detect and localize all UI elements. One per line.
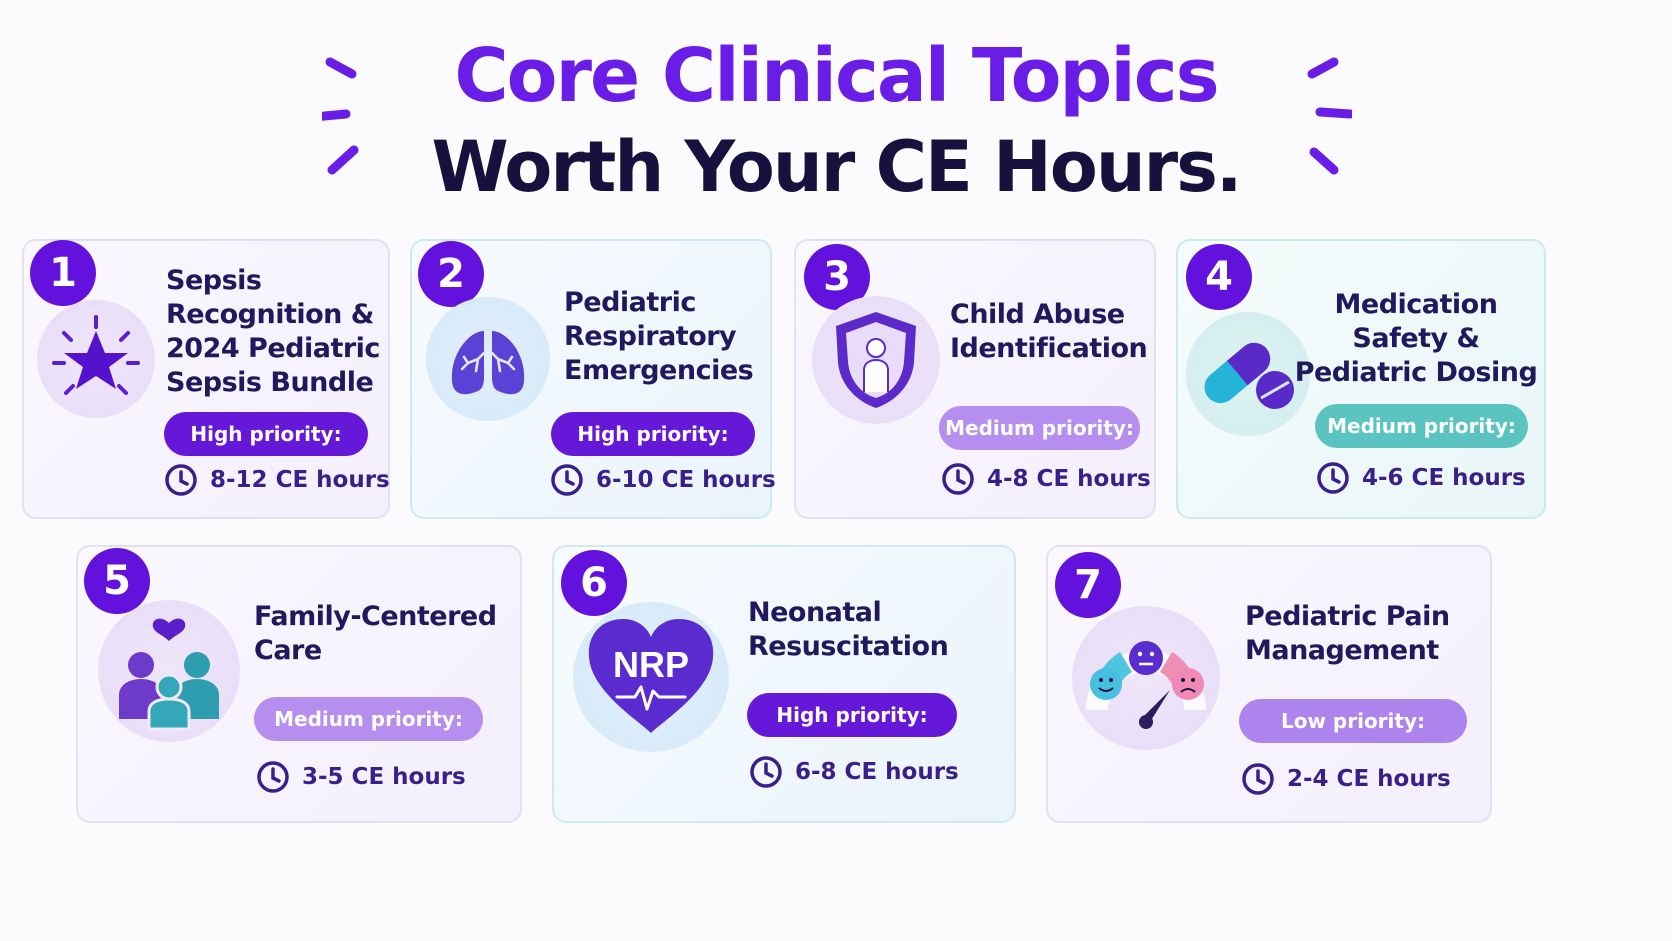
ce-hours: 8-12 CE hours xyxy=(164,463,390,497)
page-subtitle: Worth Your CE Hours. xyxy=(431,126,1243,208)
clock-icon xyxy=(1242,763,1274,795)
priority-badge: High priority: xyxy=(164,412,368,456)
topic-title: Pediatric Respiratory Emergencies xyxy=(564,287,754,386)
topic-number-badge: 5 xyxy=(84,548,150,614)
priority-badge: Low priority: xyxy=(1239,699,1467,743)
topic-title: Family-Centered Care xyxy=(254,601,497,666)
topic-number-badge: 4 xyxy=(1186,244,1252,310)
topic-number-badge: 1 xyxy=(30,240,96,306)
topic-title: Sepsis Recognition & 2024 Pediatric Seps… xyxy=(166,265,380,398)
topic-number-badge: 7 xyxy=(1055,552,1121,618)
topic-title: Neonatal Resuscitation xyxy=(748,597,949,662)
page-title: Core Clinical Topics xyxy=(454,33,1219,119)
ce-hours: 2-4 CE hours xyxy=(1241,762,1451,796)
ce-hours: 3-5 CE hours xyxy=(256,760,466,794)
priority-badge: Medium priority: xyxy=(939,406,1140,450)
header: Core Clinical Topics Worth Your CE Hours… xyxy=(0,28,1672,210)
topic-title: Pediatric Pain Management xyxy=(1245,601,1450,666)
topic-number-badge: 3 xyxy=(804,244,870,310)
clock-icon xyxy=(942,463,974,495)
heart-nrp-icon: NRP xyxy=(573,602,729,752)
priority-badge: Medium priority: xyxy=(1315,404,1528,448)
pill-capsule-icon xyxy=(1186,312,1310,436)
clock-icon xyxy=(257,761,289,793)
clock-icon xyxy=(1317,462,1349,494)
topic-title: Medication Safety & Pediatric Dosing xyxy=(1294,289,1538,388)
clock-icon xyxy=(551,464,583,496)
ce-hours: 6-8 CE hours xyxy=(749,755,959,789)
lungs-icon xyxy=(426,297,550,421)
clock-icon xyxy=(165,464,197,496)
pain-scale-gauge-icon xyxy=(1072,606,1220,750)
burst-left-icon xyxy=(322,57,359,175)
ce-hours: 4-8 CE hours xyxy=(941,462,1151,496)
topic-number-badge: 2 xyxy=(418,241,484,307)
shield-child-icon xyxy=(812,296,940,424)
svg-text:NRP: NRP xyxy=(613,644,689,685)
clock-icon xyxy=(750,756,782,788)
ce-hours: 4-6 CE hours xyxy=(1316,461,1526,495)
priority-badge: High priority: xyxy=(551,412,755,456)
topic-title: Child Abuse Identification xyxy=(950,299,1148,364)
star-burst-icon xyxy=(37,300,155,418)
family-heart-icon xyxy=(98,600,240,742)
priority-badge: High priority: xyxy=(747,693,957,737)
topic-number-badge: 6 xyxy=(561,550,627,616)
ce-hours: 6-10 CE hours xyxy=(550,463,776,497)
priority-badge: Medium priority: xyxy=(254,697,483,741)
burst-right-icon xyxy=(1307,57,1352,175)
